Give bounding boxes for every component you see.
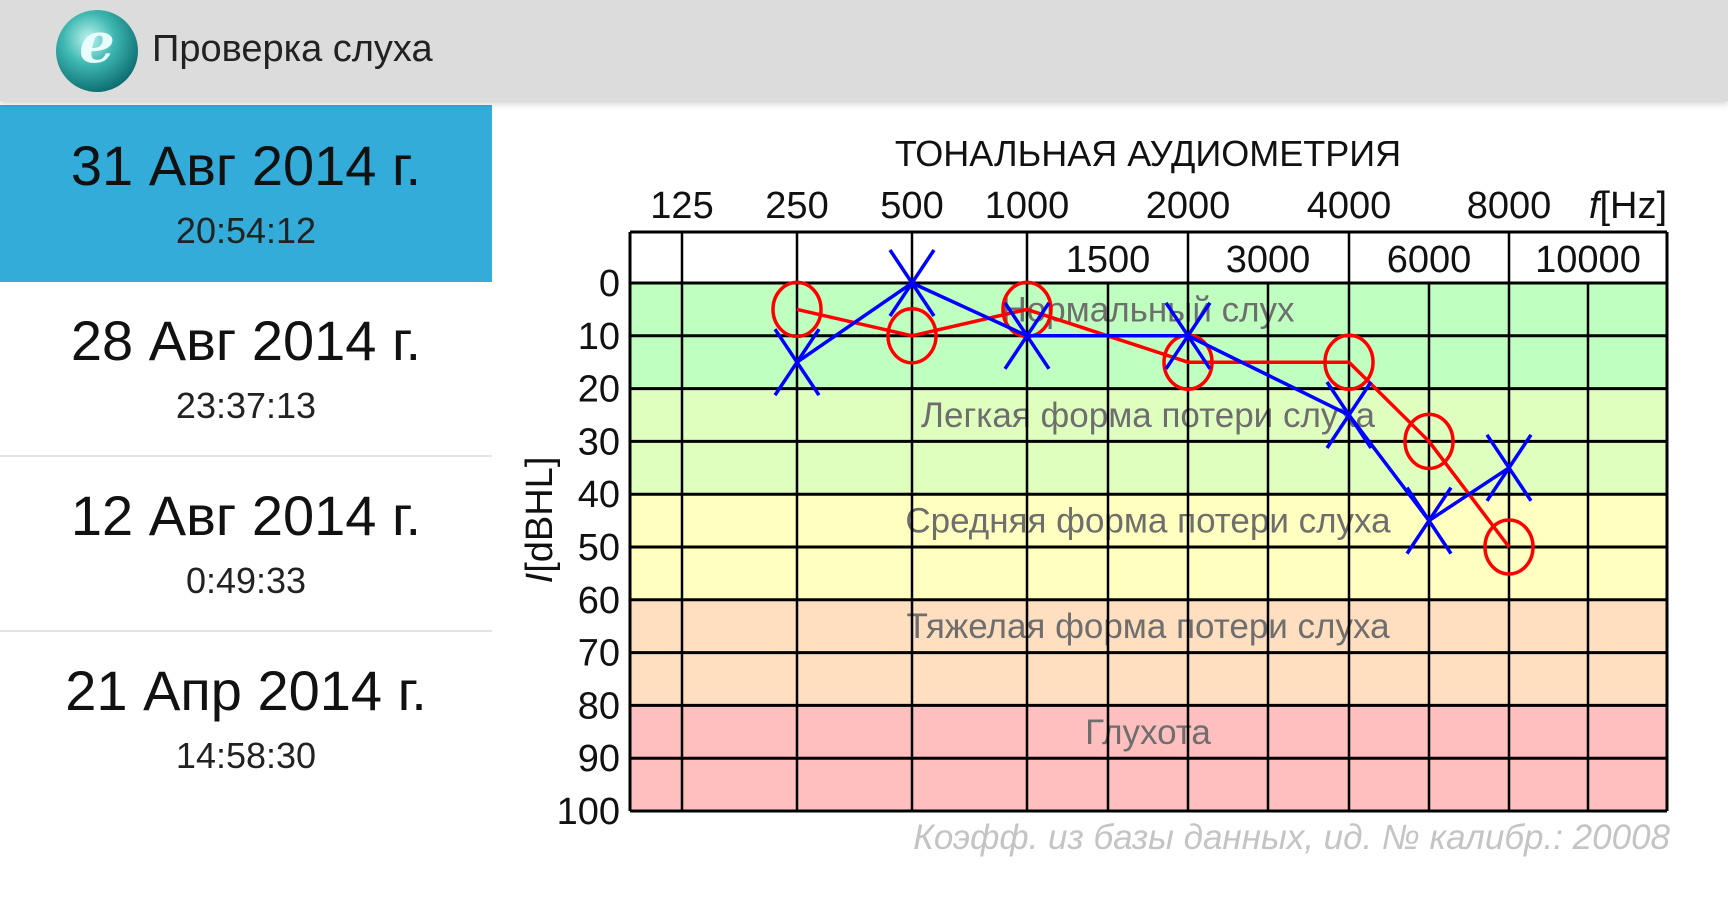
- cross-stroke: [1405, 486, 1453, 555]
- session-date: 12 Авг 2014 г.: [70, 484, 422, 547]
- x-tick-label: 4000: [1307, 185, 1392, 227]
- cross-stroke: [773, 328, 821, 397]
- x-tick-label: 6000: [1387, 239, 1472, 281]
- y-tick-label: 60: [578, 580, 620, 622]
- cross-stroke: [888, 249, 936, 317]
- x-tick-label: 3000: [1226, 239, 1311, 281]
- x-axis-label: f[Hz]: [1589, 185, 1667, 227]
- left-ear-point: [1325, 381, 1373, 449]
- x-tick-label: 8000: [1467, 185, 1552, 227]
- y-tick-label: 20: [578, 369, 620, 411]
- right-ear-point: [886, 307, 938, 365]
- y-tick-label: 40: [578, 474, 620, 516]
- x-tick-label: 125: [650, 185, 713, 227]
- y-tick-label: 30: [578, 421, 620, 463]
- cross-stroke: [1325, 381, 1373, 449]
- session-item[interactable]: 12 Авг 2014 г. 0:49:33: [0, 455, 492, 632]
- y-tick-label: 90: [578, 738, 620, 780]
- app-header: e Проверка слуха: [0, 0, 1728, 101]
- left-ear-point: [1485, 433, 1533, 502]
- session-date: 31 Авг 2014 г.: [70, 134, 422, 197]
- left-ear-point: [1164, 301, 1212, 370]
- right-ear-point: [1403, 412, 1455, 471]
- x-tick-label: 10000: [1535, 239, 1641, 281]
- app-title: Проверка слуха: [152, 28, 433, 70]
- x-tick-label: 1000: [985, 185, 1070, 227]
- session-item[interactable]: 28 Авг 2014 г. 23:37:13: [0, 280, 492, 457]
- x-tick-label: 500: [880, 185, 943, 227]
- y-tick-label: 80: [578, 685, 620, 727]
- session-list: 31 Авг 2014 г. 20:54:12 28 Авг 2014 г. 2…: [0, 101, 492, 900]
- session-item[interactable]: 31 Авг 2014 г. 20:54:12: [0, 105, 492, 282]
- session-date: 21 Апр 2014 г.: [65, 659, 427, 722]
- session-time: 0:49:33: [185, 560, 307, 601]
- y-tick-label: 10: [578, 316, 620, 358]
- cross-stroke: [1164, 301, 1212, 370]
- right-ear-point: [1323, 333, 1375, 391]
- session-time: 20:54:12: [175, 210, 317, 251]
- app-logo-icon: e: [56, 10, 138, 92]
- y-tick-label: 0: [599, 263, 620, 305]
- left-ear-point: [1405, 486, 1453, 555]
- session-item[interactable]: 21 Апр 2014 г. 14:58:30: [0, 630, 492, 805]
- cross-stroke: [1003, 301, 1051, 370]
- band-label: Средняя форма потери слуха: [905, 502, 1391, 541]
- right-ear-line: [796, 307, 1511, 549]
- x-tick-label: 2000: [1146, 185, 1231, 227]
- left-ear-point: [888, 249, 936, 317]
- chart-title: ТОНАЛЬНАЯ АУДИОМЕТРИЯ: [895, 133, 1401, 174]
- y-tick-label: 100: [557, 791, 620, 833]
- left-ear-point: [1003, 301, 1051, 370]
- y-axis-label: I[dBHL]: [519, 457, 561, 584]
- session-time: 23:37:13: [175, 385, 317, 426]
- session-time: 14:58:30: [175, 735, 317, 776]
- band-label: Легкая форма потери слуха: [921, 396, 1375, 435]
- header-row: [630, 232, 1667, 283]
- cross-stroke: [1485, 433, 1533, 502]
- y-tick-label: 50: [578, 527, 620, 569]
- calibration-note: Коэфф. из базы данных, ид. № калибр.: 20…: [913, 818, 1670, 857]
- x-tick-label: 250: [765, 185, 828, 227]
- right-ear-point: [771, 280, 823, 339]
- band-label: Глухота: [1085, 713, 1211, 752]
- session-date: 28 Авг 2014 г.: [70, 309, 422, 372]
- right-ear-point: [1483, 518, 1535, 576]
- y-tick-label: 70: [578, 633, 620, 675]
- band-label: Тяжелая форма потери слуха: [906, 607, 1390, 646]
- left-ear-point: [773, 328, 821, 397]
- x-tick-label: 1500: [1066, 239, 1151, 281]
